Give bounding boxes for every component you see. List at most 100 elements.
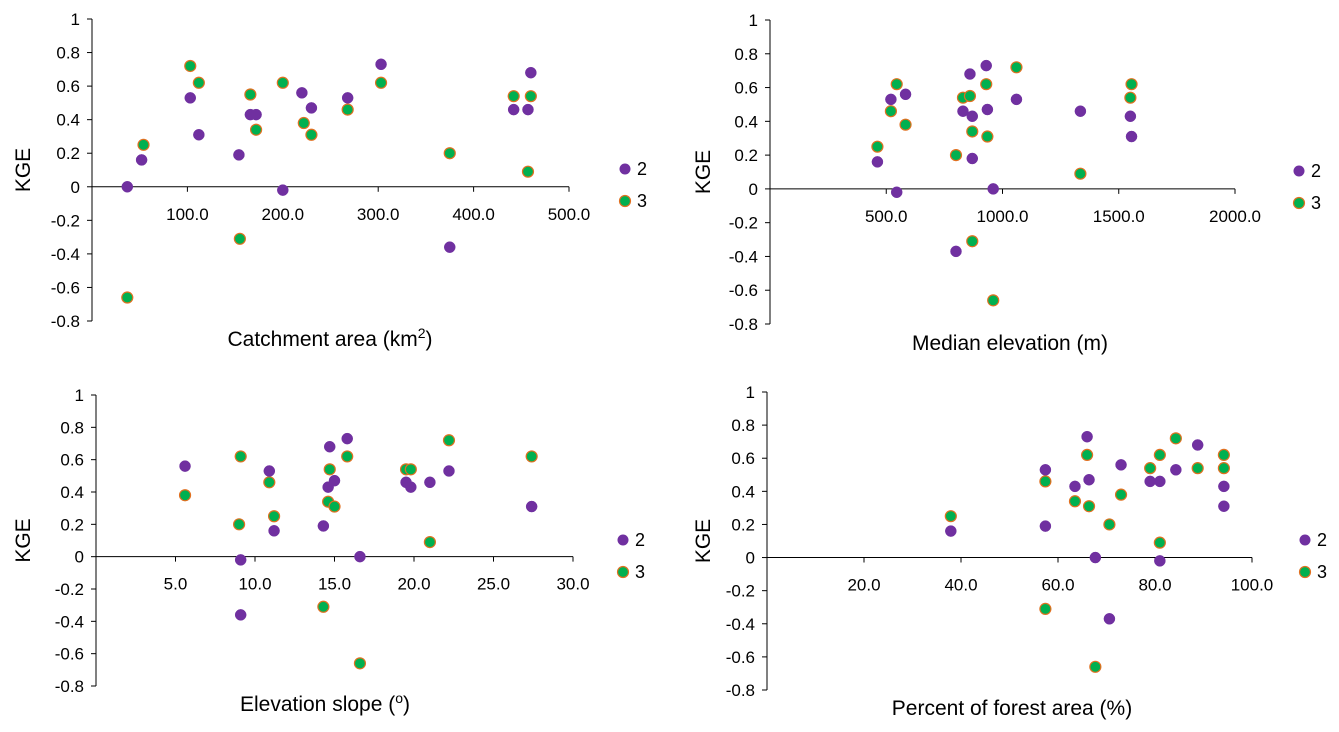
data-point-series-3 [1089, 660, 1102, 673]
x-tick-label: 100.0 [166, 205, 209, 224]
y-tick-label: 0.8 [56, 44, 80, 63]
x-tick-label: 500.0 [548, 205, 591, 224]
data-point-series-3 [963, 89, 977, 103]
data-point-series-2 [328, 474, 341, 487]
y-axis-label: KGE [12, 518, 35, 562]
data-point-series-3 [341, 103, 354, 116]
y-tick-label: -0.2 [51, 211, 80, 230]
legend: 23 [1292, 161, 1321, 213]
data-point-series-3 [899, 118, 912, 131]
data-point-series-3 [1068, 495, 1082, 508]
data-point-series-2 [193, 129, 205, 141]
x-axis-label-superscript: 2 [418, 325, 426, 341]
data-point-series-2 [184, 92, 197, 104]
legend-label-series-3: 3 [635, 562, 645, 582]
data-point-series-3 [317, 600, 330, 613]
y-tick-label: 0 [71, 178, 80, 197]
y-tick-label: 0.2 [56, 144, 80, 163]
y-axis-label: KGE [12, 148, 35, 192]
data-point-series-3 [1217, 448, 1230, 462]
data-point-series-2 [525, 500, 538, 513]
x-tick-label: 500.0 [865, 207, 908, 226]
data-point-series-2 [1124, 110, 1137, 123]
x-tick-label: 2000.0 [1209, 207, 1261, 226]
data-point-series-3 [966, 235, 979, 248]
legend: 23 [616, 530, 645, 582]
data-point-series-2 [987, 183, 999, 195]
y-tick-label: 0 [746, 549, 755, 568]
x-axis-label-superscript: o [395, 690, 403, 706]
data-point-series-2 [341, 432, 353, 445]
legend-marker-series-2 [1293, 165, 1305, 177]
data-point-series-2 [424, 476, 436, 489]
data-point-series-3 [192, 76, 205, 89]
legend-marker-series-2 [617, 534, 629, 546]
data-point-series-3 [353, 657, 367, 670]
x-tick-label: 20.0 [847, 576, 880, 595]
data-point-series-3 [341, 450, 354, 463]
y-tick-label: -0.4 [51, 245, 80, 264]
data-point-series-2 [135, 154, 148, 166]
x-tick-label: 1000.0 [977, 207, 1029, 226]
data-point-series-3 [1124, 91, 1137, 104]
y-tick-label: -0.2 [55, 580, 84, 599]
x-axis-label: Catchment area (km2) [227, 325, 432, 351]
data-point-series-3 [1039, 475, 1052, 488]
y-tick-label: 0.8 [731, 416, 755, 435]
data-point-series-2 [966, 110, 979, 123]
data-point-series-3 [871, 140, 884, 153]
data-point-series-2 [1010, 93, 1023, 106]
legend-label-series-2: 2 [1317, 530, 1327, 550]
x-tick-label: 300.0 [357, 205, 400, 224]
data-point-series-3 [1144, 462, 1157, 475]
data-point-series-2 [899, 88, 912, 101]
data-point-series-3 [137, 138, 150, 151]
data-point-series-2 [1089, 551, 1102, 564]
chart-panel-4: -0.8 -0.6 -0.4 -0.2 0 0.2 0.4 0.6 0.8 1 20.0 40.0 60… [692, 383, 1327, 720]
data-point-series-2 [1069, 480, 1081, 493]
x-tick-label: 40.0 [944, 576, 977, 595]
legend-label-series-3: 3 [637, 191, 647, 211]
data-point-series-3 [178, 489, 192, 502]
data-point-series-3 [1082, 500, 1096, 513]
data-point-series-2 [1218, 500, 1230, 512]
data-point-series-3 [987, 294, 1000, 307]
data-point-series-3 [1039, 602, 1052, 615]
data-point-series-3 [981, 130, 994, 143]
data-point-series-2 [341, 92, 354, 104]
y-tick-label: -0.8 [729, 315, 758, 334]
data-point-series-2 [443, 465, 455, 477]
x-axis-label: Median elevation (m) [912, 332, 1108, 355]
data-point-series-3 [507, 90, 520, 103]
x-axis-label-suffix: ) [426, 328, 433, 351]
x-tick-label: 80.0 [1138, 576, 1171, 595]
y-tick-label: -0.6 [51, 278, 80, 297]
legend: 23 [618, 159, 647, 211]
data-point-series-2 [1144, 475, 1156, 488]
y-tick-label: 1 [71, 10, 80, 29]
y-tick-label: 1 [75, 386, 84, 405]
y-tick-label: 0.6 [734, 79, 758, 98]
chart-panel-3: -0.8-0.6-0.4-0.200.20.40.60.815.0 10.0 15.… [12, 386, 645, 716]
data-point-series-2 [268, 525, 280, 537]
data-point-series-3 [1169, 432, 1182, 445]
y-tick-label: 1 [749, 11, 758, 30]
data-point-series-2 [305, 102, 318, 114]
x-tick-label: 200.0 [262, 205, 305, 224]
data-point-series-3 [374, 76, 388, 89]
data-point-series-2 [1170, 464, 1182, 476]
x-axis-label-main: Percent of forest area (%) [892, 697, 1132, 720]
data-point-series-2 [1074, 105, 1087, 117]
x-tick-label: 10.0 [238, 575, 271, 594]
data-point-series-2 [1154, 555, 1166, 567]
data-point-series-2 [885, 93, 897, 106]
data-point-series-2 [121, 181, 134, 193]
y-tick-label: -0.2 [726, 582, 755, 601]
chart-panel-1: -0.8 -0.6 -0.4 -0.2 0 0.2 0.4 0.6 0.8 1 100.0 200.0… [12, 10, 647, 351]
legend-label-series-2: 2 [635, 530, 645, 550]
data-point-series-3 [323, 463, 336, 476]
data-point-series-2 [1154, 475, 1166, 488]
x-axis-label: Percent of forest area (%) [892, 697, 1132, 720]
x-tick-label: 25.0 [477, 575, 510, 594]
y-tick-label: 0.2 [60, 515, 84, 534]
